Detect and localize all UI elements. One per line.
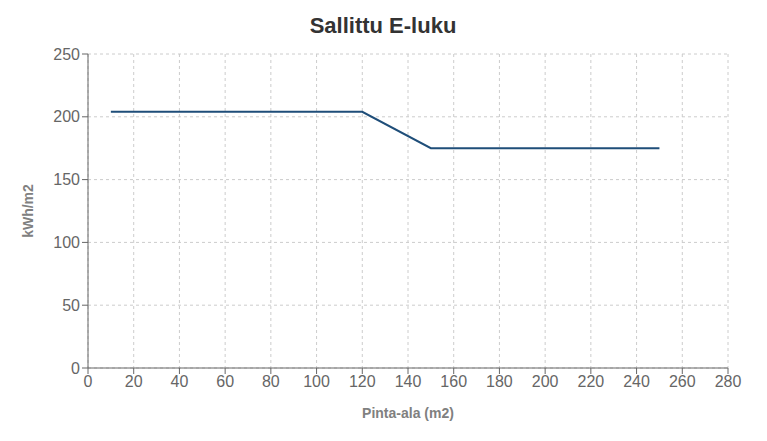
svg-text:240: 240 <box>623 373 650 390</box>
svg-text:180: 180 <box>486 373 513 390</box>
svg-text:60: 60 <box>216 373 234 390</box>
svg-text:140: 140 <box>395 373 422 390</box>
svg-text:50: 50 <box>62 297 80 314</box>
svg-text:0: 0 <box>84 373 93 390</box>
svg-text:80: 80 <box>262 373 280 390</box>
svg-text:100: 100 <box>303 373 330 390</box>
svg-text:260: 260 <box>669 373 696 390</box>
svg-text:200: 200 <box>53 108 80 125</box>
svg-text:100: 100 <box>53 234 80 251</box>
html-text:Sallittu E-luku: Sallittu E-luku <box>309 13 457 38</box>
svg-text:0: 0 <box>71 360 80 377</box>
svg-text:160: 160 <box>440 373 467 390</box>
svg-text:120: 120 <box>349 373 376 390</box>
svg-text:20: 20 <box>125 373 143 390</box>
svg-text:200: 200 <box>532 373 559 390</box>
svg-text:40: 40 <box>171 373 189 390</box>
svg-text:250: 250 <box>53 46 80 63</box>
svg-text:280: 280 <box>715 373 742 390</box>
svg-text:kWh/m2: kWh/m2 <box>20 184 36 238</box>
svg-text:150: 150 <box>53 171 80 188</box>
svg-text:Pinta-ala (m2): Pinta-ala (m2) <box>362 405 454 421</box>
svg-text:220: 220 <box>578 373 605 390</box>
